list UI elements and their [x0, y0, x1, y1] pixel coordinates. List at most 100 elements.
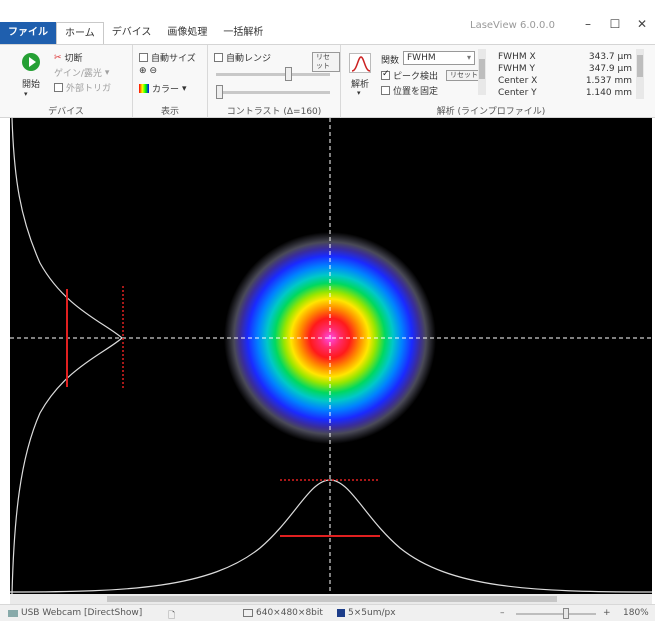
minimize-button[interactable]: – — [585, 17, 591, 31]
peak-detect-label: ピーク検出 — [393, 72, 439, 82]
tab-image-processing[interactable]: 画像処理 — [167, 27, 208, 38]
measurements-scroll-thumb[interactable] — [637, 55, 643, 77]
chevron-down-icon: ▾ — [182, 83, 187, 94]
app-title: LaseView 6.0.0.0 — [470, 20, 555, 31]
tab-device[interactable]: デバイス — [111, 27, 152, 38]
external-trigger-button: 外部トリガ — [54, 81, 111, 94]
auto-range-checkbox[interactable] — [214, 53, 223, 62]
fix-position-label: 位置を固定 — [393, 87, 439, 97]
disconnect-button[interactable]: ✂ 切断 — [54, 51, 83, 65]
maximize-button[interactable]: ☐ — [609, 17, 621, 31]
chevron-down-icon: ▾ — [104, 67, 110, 78]
measurement-row: Center Y 1.140 mm — [498, 88, 632, 98]
contrast-upper-slider-track[interactable] — [216, 73, 330, 76]
fix-position-checkbox[interactable] — [381, 86, 390, 95]
measurement-row: FWHM X 343.7 μm — [498, 52, 632, 62]
camera-status: USB Webcam [DirectShow] — [8, 608, 142, 618]
frame-icon — [243, 609, 253, 617]
measurement-name: FWHM X — [498, 52, 536, 62]
color-palette-icon — [139, 84, 149, 93]
measurement-value: 347.9 μm — [588, 64, 632, 74]
measurement-name: Center X — [498, 76, 538, 86]
analysis-group: 解析 ▾ 関数 FWHM ▾ ピーク検出 リセット 位置を固定 解析 (ラインプ… — [341, 45, 641, 119]
chevron-down-icon: ▾ — [466, 53, 471, 62]
zoom-slider-track[interactable] — [516, 613, 596, 615]
display-group-label: 表示 — [160, 107, 179, 117]
title-bar: ファイル ホーム デバイス 画像処理 一括解析 LaseView 6.0.0.0… — [0, 0, 655, 46]
document-icon[interactable]: 🗋 — [168, 611, 176, 621]
contrast-lower-slider-track[interactable] — [216, 91, 330, 94]
vertical-profile-curve — [11, 118, 123, 594]
device-group: 開始 ▾ ✂ 切断 ゲイン/露光 ▾ 外部トリガ デバイス — [0, 45, 133, 119]
tab-batch-analysis[interactable]: 一括解析 — [223, 27, 264, 38]
auto-range-label: 自動レンジ — [226, 54, 272, 64]
start-dropdown-icon[interactable]: ▾ — [24, 90, 28, 98]
analyze-button[interactable]: 解析 — [351, 80, 370, 90]
contrast-lower-slider-thumb[interactable] — [216, 85, 223, 99]
play-icon[interactable] — [22, 53, 40, 71]
measurement-row: Center X 1.537 mm — [498, 76, 632, 86]
disconnect-icon: ✂ — [54, 52, 62, 63]
measurement-name: Center Y — [498, 88, 537, 98]
color-label: カラー — [152, 85, 180, 95]
gain-exposure-button: ゲイン/露光 ▾ — [54, 66, 110, 80]
tab-home[interactable]: ホーム — [56, 22, 104, 44]
zoom-in-icon[interactable]: ⊕ — [139, 66, 147, 76]
function-select-value: FWHM — [407, 53, 436, 63]
contrast-upper-slider-thumb[interactable] — [285, 67, 292, 81]
measurements-scrollbar[interactable] — [636, 49, 644, 99]
pixel-size-label: 5×5um/px — [348, 608, 396, 618]
peak-detect-toggle[interactable]: ピーク検出 — [381, 69, 438, 82]
display-group: 自動サイズ ⊕ ⊖ カラー ▾ 表示 — [133, 45, 208, 119]
external-trigger-checkbox — [54, 83, 63, 92]
disconnect-label: 切断 — [64, 54, 83, 64]
beam-image-viewport[interactable] — [10, 118, 652, 594]
peak-detect-checkbox[interactable] — [381, 69, 390, 80]
auto-size-checkbox[interactable] — [139, 53, 148, 62]
horizontal-scroll-thumb[interactable] — [107, 596, 557, 602]
tab-file[interactable]: ファイル — [0, 22, 56, 44]
ribbon-tabs: ファイル ホーム デバイス 画像処理 一括解析 — [0, 22, 271, 44]
gain-exposure-label: ゲイン/露光 — [54, 69, 102, 79]
device-group-label: デバイス — [48, 107, 84, 117]
auto-range-toggle[interactable]: 自動レンジ — [214, 51, 271, 64]
zoom-slider-thumb[interactable] — [563, 608, 569, 619]
copy-image-button[interactable]: 🗋 — [168, 608, 175, 621]
contrast-reset-button[interactable]: リセット — [312, 52, 340, 72]
measurement-value: 343.7 μm — [588, 52, 632, 62]
fix-position-toggle[interactable]: 位置を固定 — [381, 84, 438, 97]
profile-overlay — [10, 118, 652, 594]
analysis-options-scrollbar[interactable] — [478, 49, 486, 95]
color-button[interactable]: カラー ▾ — [139, 82, 187, 95]
start-button[interactable]: 開始 — [22, 80, 41, 90]
zoom-level: 180% — [623, 608, 649, 618]
function-label: 関数 — [381, 56, 400, 66]
ribbon: 開始 ▾ ✂ 切断 ゲイン/露光 ▾ 外部トリガ デバイス 自動サイズ ⊕ ⊖ … — [0, 44, 655, 119]
measurement-row: FWHM Y 347.9 μm — [498, 64, 632, 74]
function-select[interactable]: FWHM ▾ — [403, 51, 475, 65]
external-trigger-label: 外部トリガ — [66, 84, 112, 94]
zoom-in-status-button[interactable]: + — [603, 608, 611, 618]
contrast-group-label: コントラスト (Δ=160) — [226, 107, 322, 117]
peak-reset-button[interactable]: リセット — [446, 70, 482, 81]
pixel-size-status: 5×5um/px — [337, 608, 396, 618]
pixel-size-icon — [337, 609, 345, 617]
profile-analysis-icon[interactable] — [349, 53, 371, 73]
camera-label: USB Webcam [DirectShow] — [21, 608, 143, 618]
analysis-options-scroll-thumb[interactable] — [479, 59, 485, 79]
auto-size-toggle[interactable]: 自動サイズ — [139, 51, 196, 64]
viewport-horizontal-scrollbar[interactable] — [10, 594, 652, 604]
zoom-controls: ⊕ ⊖ — [139, 66, 157, 76]
zoom-out-status-button[interactable]: – — [500, 608, 505, 618]
gaussian-curve-icon — [351, 56, 371, 72]
zoom-out-icon[interactable]: ⊖ — [149, 66, 158, 76]
resolution-status: 640×480×8bit — [243, 608, 323, 618]
measurement-name: FWHM Y — [498, 64, 535, 74]
resolution-label: 640×480×8bit — [256, 608, 323, 618]
start-button-icon-wrap[interactable] — [22, 53, 40, 71]
status-bar: USB Webcam [DirectShow] 🗋 640×480×8bit 5… — [0, 604, 655, 621]
contrast-group: 自動レンジ リセット コントラスト (Δ=160) — [208, 45, 341, 119]
analyze-dropdown-icon[interactable]: ▾ — [357, 89, 361, 97]
close-button[interactable]: ✕ — [636, 17, 648, 31]
measurement-value: 1.537 mm — [585, 76, 632, 86]
